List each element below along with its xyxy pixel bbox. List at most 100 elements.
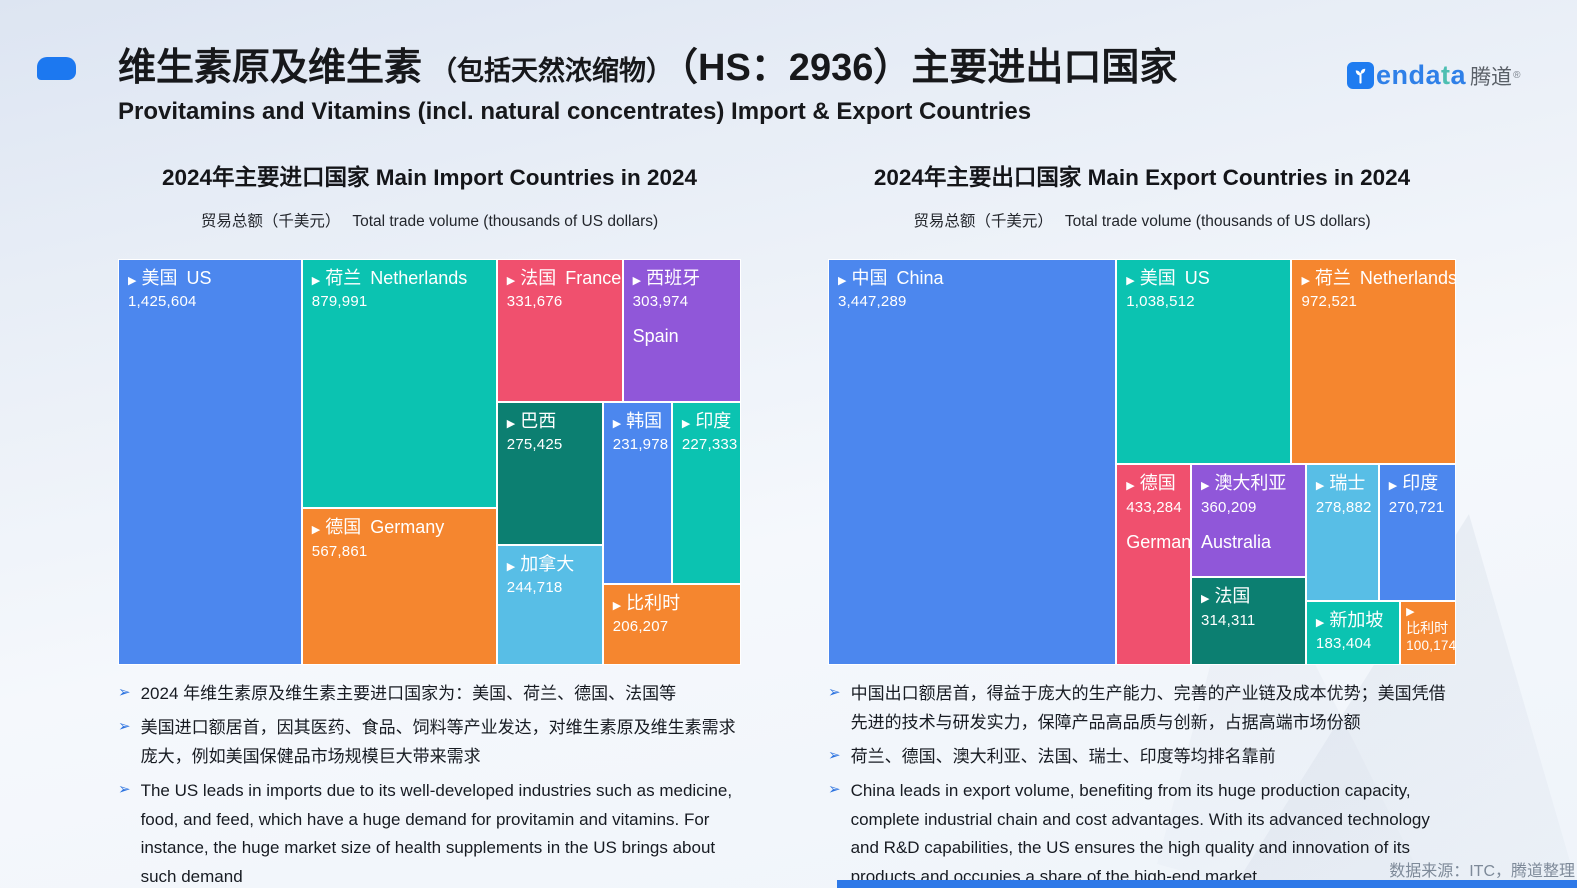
treemap-tile-export-switzerland: ▶ 瑞士 278,882: [1305, 464, 1379, 601]
import-panel: 2024年主要进口国家 Main Import Countries in 202…: [118, 152, 741, 888]
tendata-logo-icon: [1347, 62, 1374, 89]
play-arrow-icon: ▶: [506, 275, 516, 287]
play-arrow-icon: ▶: [128, 275, 137, 287]
treemap-tile-export-india: ▶ 印度 270,721: [1378, 464, 1456, 601]
play-arrow-icon: ▶: [681, 417, 691, 430]
tile-country-name-en: US: [1184, 268, 1210, 288]
tile-trade-value: 100,174: [1406, 638, 1456, 654]
note-item: ➢ China leads in export volume, benefitin…: [828, 777, 1456, 888]
note-item: ➢ The US leads in imports due to its well…: [118, 777, 741, 888]
treemap-tile-import-france: ▶ 法国 France 331,676: [496, 259, 623, 402]
bullet-arrow-icon: ➢: [828, 746, 841, 764]
treemap-tile-export-france: ▶ 法国 314,311: [1190, 577, 1306, 665]
play-arrow-icon: ▶: [612, 599, 622, 612]
tile-country-name-cn: 荷兰: [1314, 268, 1351, 288]
import-subtitle: 贸易总额（千美元） Total trade volume (thousands o…: [200, 213, 659, 230]
tendata-logo: endata 腾道 ®: [1347, 60, 1520, 91]
note-item: ➢ 荷兰、德国、澳大利亚、法国、瑞士、印度等均排名靠前: [828, 743, 1456, 772]
export-panel: 2024年主要出口国家 Main Export Countries in 202…: [828, 152, 1456, 888]
logo-cn-text: 腾道: [1470, 65, 1513, 89]
tile-country-name-en: Germany: [1126, 531, 1191, 552]
play-arrow-icon: ▶: [1406, 605, 1415, 618]
tile-country-name-cn: 印度: [695, 410, 732, 431]
tile-country-name-cn: 瑞士: [1329, 473, 1366, 494]
tile-country-name-cn: 加拿大: [520, 553, 575, 574]
sprout-icon: [1355, 68, 1366, 84]
tile-trade-value: 183,404: [1315, 635, 1372, 653]
tile-trade-value: 314,311: [1200, 611, 1256, 629]
bottom-accent-bar: [837, 880, 1577, 888]
tile-trade-value: 567,861: [311, 542, 368, 560]
tile-trade-value: 244,718: [506, 579, 563, 597]
tile-trade-value: 3,447,289: [838, 293, 907, 311]
tile-country-name-cn: 巴西: [520, 410, 557, 431]
bullet-arrow-icon: ➢: [118, 780, 131, 798]
treemap-tile-export-netherlands: ▶ 荷兰 Netherlands 972,521: [1291, 259, 1456, 465]
play-arrow-icon: ▶: [632, 275, 642, 287]
import-notes-list: ➢ 2024 年维生素原及维生素主要进口国家为：美国、荷兰、德国、法国等 ➢ 美国进口…: [118, 680, 741, 888]
treemap-tile-export-singapore: ▶ 新加坡 183,404: [1305, 600, 1401, 665]
treemap-tile-export-belgium: ▶ 比利时 100,174: [1400, 600, 1456, 665]
treemap-tile-export-germany: ▶ 德国 433,284 Germany: [1116, 464, 1191, 665]
play-arrow-icon: ▶: [838, 275, 847, 287]
tile-country-name-cn: 德国: [325, 517, 362, 538]
note-text: 荷兰、德国、澳大利亚、法国、瑞士、印度等均排名靠前: [850, 746, 1276, 766]
tile-country-name-en: Germany: [370, 517, 445, 538]
tile-trade-value: 278,882: [1315, 498, 1372, 516]
play-arrow-icon: ▶: [1126, 480, 1135, 493]
tile-country-name-cn: 法国: [520, 268, 557, 288]
treemap-tile-import-india: ▶ 印度 227,333: [671, 401, 741, 584]
play-arrow-icon: ▶: [1301, 275, 1310, 287]
tile-country-name-en: Netherlands: [370, 268, 468, 288]
tile-country-name-en: Australia: [1200, 531, 1271, 552]
tile-trade-value: 433,284: [1126, 498, 1182, 516]
note-text: 美国进口额居首，因其医药、食品、饲料等产业发达，对维生素原及维生素需求庞大，例如…: [140, 717, 736, 766]
tile-country-name-en: Spain: [632, 326, 679, 347]
tile-trade-value: 275,425: [506, 436, 563, 454]
play-arrow-icon: ▶: [1200, 593, 1210, 606]
export-subtitle: 贸易总额（千美元） Total trade volume (thousands o…: [913, 213, 1371, 230]
treemap-tile-export-us: ▶ 美国 US 1,038,512: [1116, 259, 1292, 465]
play-arrow-icon: ▶: [1315, 480, 1325, 493]
data-source-note: 数据来源：ITC，腾道整理: [1389, 863, 1575, 880]
tile-trade-value: 331,676: [506, 293, 563, 311]
tile-trade-value: 972,521: [1301, 293, 1358, 311]
tile-trade-value: 231,978: [612, 436, 669, 454]
treemap-tile-import-canada: ▶ 加拿大 244,718: [496, 544, 603, 665]
treemap-tile-export-australia: ▶ 澳大利亚 360,209 Australia: [1190, 464, 1306, 578]
export-notes-list: ➢ 中国出口额居首，得益于庞大的生产能力、完善的产业链及成本优势；美国凭借先进的技…: [828, 680, 1456, 888]
tile-country-name-cn: 美国: [141, 268, 178, 288]
note-text: 2024 年维生素原及维生素主要进口国家为：美国、荷兰、德国、法国等: [140, 684, 677, 703]
note-item: ➢ 美国进口额居首，因其医药、食品、饲料等产业发达，对维生素原及维生素需求庞大，例…: [118, 714, 741, 772]
tile-trade-value: 303,974: [632, 293, 689, 311]
tile-country-name-cn: 韩国: [626, 410, 663, 431]
tile-trade-value: 206,207: [612, 618, 669, 636]
tile-country-name-cn: 比利时: [1406, 619, 1449, 636]
treemap-tile-import-spain: ▶ 西班牙 303,974 Spain: [622, 259, 741, 402]
note-item: ➢ 2024 年维生素原及维生素主要进口国家为：美国、荷兰、德国、法国等: [118, 680, 741, 709]
tile-country-name-cn: 新加坡: [1329, 609, 1384, 630]
tile-trade-value: 1,425,604: [128, 293, 197, 311]
tile-country-name-cn: 德国: [1139, 473, 1176, 494]
tile-country-name-cn: 比利时: [626, 592, 681, 613]
treemap-tile-import-germany: ▶ 德国 Germany 567,861: [301, 508, 497, 665]
tile-country-name-en: China: [896, 268, 944, 288]
tile-country-name-cn: 法国: [1214, 586, 1251, 607]
treemap-tile-import-brazil: ▶ 巴西 275,425: [496, 401, 603, 545]
export-treemap: ▶ 中国 China 3,447,289 ▶ 美国 US 1,038,512 ▶ 荷兰 Nether…: [828, 259, 1456, 665]
tile-trade-value: 1,038,512: [1126, 293, 1195, 311]
tile-trade-value: 227,333: [681, 436, 738, 454]
note-text: China leads in export volume, benefiting…: [850, 780, 1430, 887]
play-arrow-icon: ▶: [1388, 480, 1398, 493]
bullet-arrow-icon: ➢: [118, 684, 131, 701]
play-arrow-icon: ▶: [1200, 480, 1210, 493]
title-accent-bar: [37, 57, 76, 80]
play-arrow-icon: ▶: [506, 560, 516, 573]
treemap-tile-import-us: ▶ 美国 US 1,425,604: [118, 259, 302, 665]
tile-country-name-cn: 荷兰: [325, 268, 362, 288]
treemap-tile-import-belgium: ▶ 比利时 206,207: [602, 583, 741, 665]
play-arrow-icon: ▶: [311, 275, 321, 287]
play-arrow-icon: ▶: [1315, 616, 1325, 629]
treemap-tile-import-netherlands: ▶ 荷兰 Netherlands 879,991: [301, 259, 497, 509]
